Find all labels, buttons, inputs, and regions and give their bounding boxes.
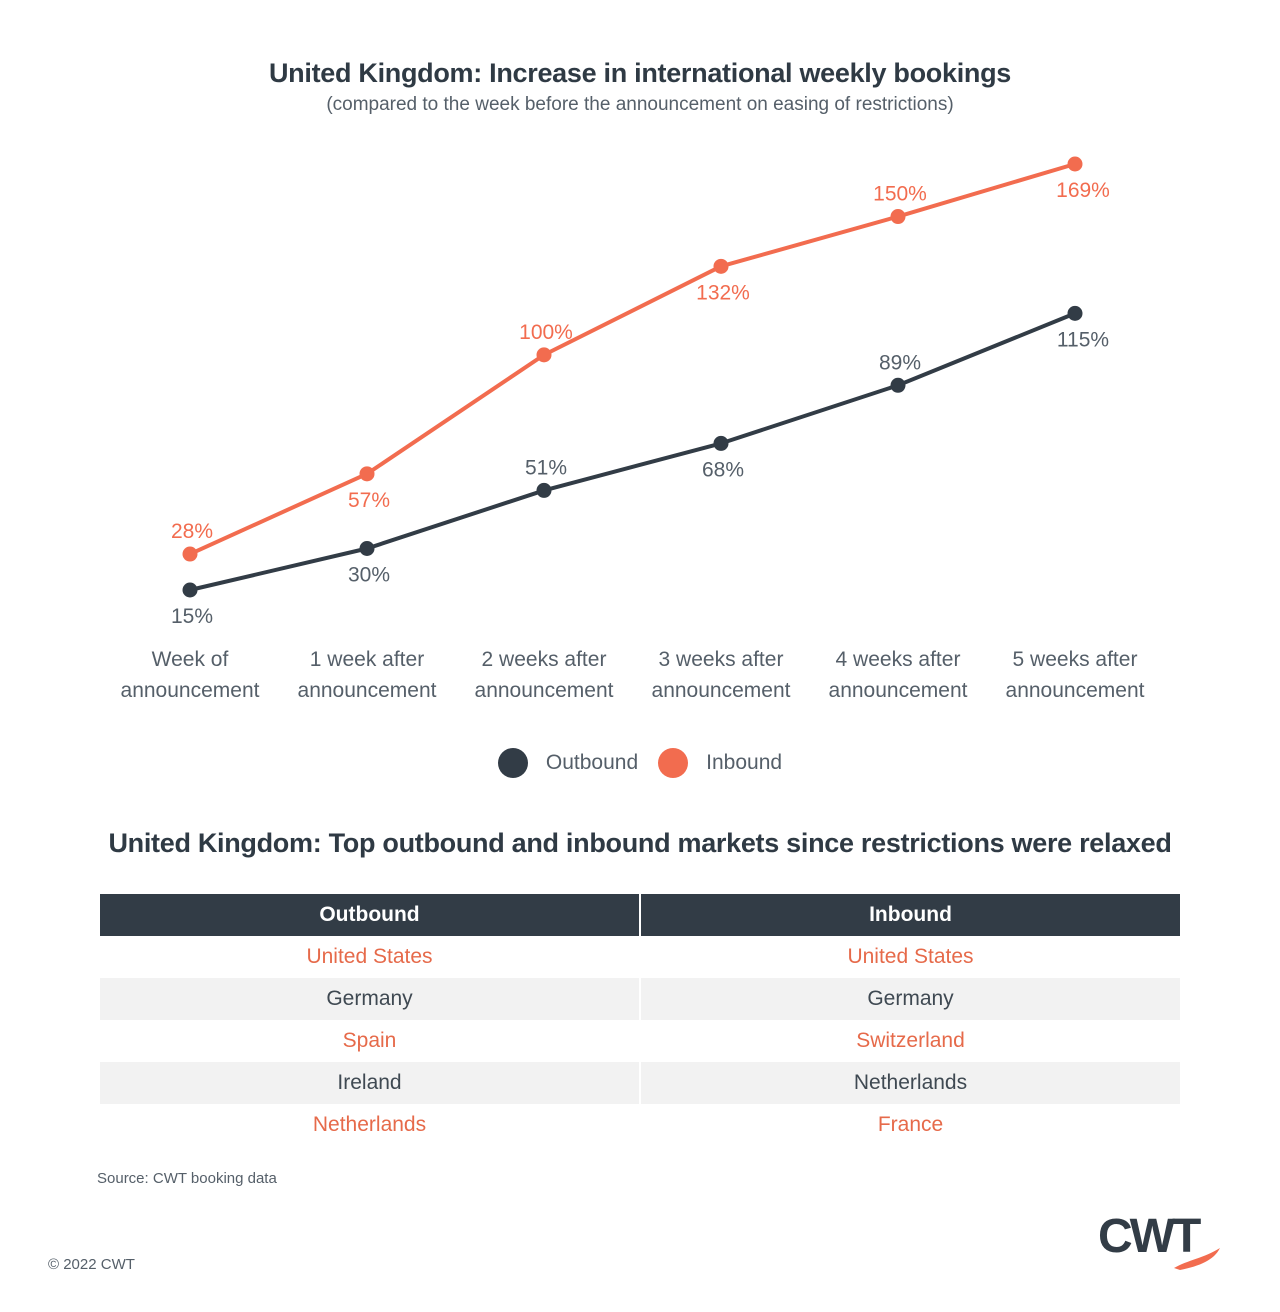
data-label-outbound: 115% bbox=[1057, 328, 1109, 351]
table-row: Netherlands France bbox=[100, 1104, 1180, 1146]
inbound-market-cell: Netherlands bbox=[639, 1062, 1180, 1104]
outbound-market-cell: United States bbox=[100, 936, 640, 978]
x-tick-label: announcement bbox=[652, 679, 791, 702]
legend-item-inbound: Inbound bbox=[658, 748, 782, 778]
x-tick-label: announcement bbox=[475, 679, 614, 702]
chart-title: United Kingdom: Increase in internationa… bbox=[268, 58, 1012, 88]
data-point-outbound bbox=[359, 541, 375, 557]
logo-swoosh-icon bbox=[1174, 1248, 1220, 1270]
data-label-outbound: 68% bbox=[702, 458, 744, 481]
x-tick-label: announcement bbox=[298, 679, 437, 702]
legend-label-outbound: Outbound bbox=[545, 751, 639, 774]
x-tick-label: 2 weeks after bbox=[482, 648, 607, 671]
series-line-inbound bbox=[189, 162, 1076, 556]
data-point-inbound bbox=[182, 546, 198, 562]
outbound-market-cell: Germany bbox=[100, 978, 640, 1020]
data-point-outbound bbox=[713, 435, 729, 451]
data-point-inbound bbox=[1067, 156, 1083, 172]
inbound-market-cell: Germany bbox=[639, 978, 1180, 1020]
data-label-inbound: 169% bbox=[1056, 179, 1110, 202]
data-label-inbound: 132% bbox=[696, 281, 750, 304]
inbound-market-cell: Switzerland bbox=[639, 1020, 1180, 1062]
logo-text: CWT bbox=[1098, 1210, 1201, 1263]
table-row: Spain Switzerland bbox=[100, 1020, 1180, 1062]
data-label-outbound: 15% bbox=[171, 605, 213, 628]
outbound-market-cell: Spain bbox=[100, 1020, 640, 1062]
legend-label-inbound: Inbound bbox=[706, 751, 783, 774]
legend-swatch-inbound bbox=[658, 748, 689, 778]
source-note: Source: CWT booking data bbox=[97, 1170, 277, 1187]
data-point-inbound bbox=[890, 209, 906, 225]
cwt-logo: CWT bbox=[1098, 1210, 1220, 1270]
series-line-outbound bbox=[189, 311, 1076, 592]
x-tick-label: 5 weeks after bbox=[1013, 648, 1138, 671]
copyright-note: © 2022 CWT bbox=[48, 1256, 135, 1273]
column-header-inbound: Inbound bbox=[639, 894, 1180, 936]
x-tick-label: announcement bbox=[1006, 679, 1145, 702]
x-tick-label: announcement bbox=[121, 679, 260, 702]
column-header-outbound: Outbound bbox=[100, 894, 640, 936]
data-label-inbound: 57% bbox=[348, 489, 390, 512]
inbound-market-cell: France bbox=[639, 1104, 1180, 1146]
table-row: United States United States bbox=[100, 936, 1180, 978]
chart-legend: Outbound Inbound bbox=[0, 748, 1280, 778]
data-label-inbound: 150% bbox=[873, 183, 927, 206]
data-point-outbound bbox=[1067, 305, 1083, 321]
legend-item-outbound: Outbound bbox=[497, 748, 639, 778]
inbound-market-cell: United States bbox=[639, 936, 1180, 978]
data-label-outbound: 51% bbox=[525, 456, 567, 479]
data-label-outbound: 89% bbox=[879, 351, 921, 374]
data-label-outbound: 30% bbox=[348, 564, 390, 587]
data-point-inbound bbox=[359, 466, 375, 482]
data-point-outbound bbox=[890, 377, 906, 393]
data-point-inbound bbox=[536, 347, 552, 363]
data-point-outbound bbox=[182, 582, 198, 598]
outbound-market-cell: Ireland bbox=[100, 1062, 640, 1104]
table-row: Ireland Netherlands bbox=[100, 1062, 1180, 1104]
markets-table: Outbound Inbound United States United St… bbox=[100, 894, 1180, 1146]
data-point-outbound bbox=[536, 482, 552, 498]
table-header-row: Outbound Inbound bbox=[100, 894, 1180, 936]
x-tick-label: announcement bbox=[829, 679, 968, 702]
x-tick-label: 4 weeks after bbox=[836, 648, 961, 671]
data-label-inbound: 100% bbox=[519, 321, 573, 344]
data-label-inbound: 28% bbox=[171, 520, 213, 543]
table-row: Germany Germany bbox=[100, 978, 1180, 1020]
x-tick-label: 1 week after bbox=[310, 648, 424, 671]
x-tick-label: Week of bbox=[152, 648, 229, 671]
chart-subtitle: (compared to the week before the announc… bbox=[326, 94, 954, 115]
table-title: United Kingdom: Top outbound and inbound… bbox=[108, 828, 1172, 858]
x-tick-label: 3 weeks after bbox=[659, 648, 784, 671]
legend-swatch-outbound bbox=[497, 748, 528, 778]
outbound-market-cell: Netherlands bbox=[100, 1104, 640, 1146]
line-chart: 15% 30% 51% 68% 89% 115% 28% 57% 100% 132% 150% 169… bbox=[121, 156, 1145, 702]
data-point-inbound bbox=[713, 258, 729, 274]
